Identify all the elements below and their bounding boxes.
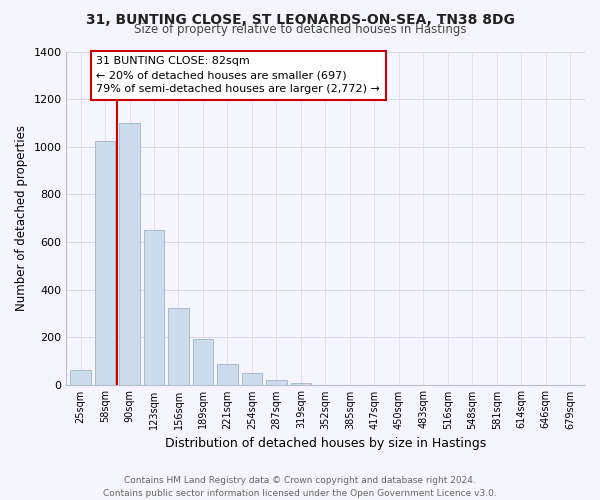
Bar	[290, 382, 311, 385]
X-axis label: Distribution of detached houses by size in Hastings: Distribution of detached houses by size …	[165, 437, 486, 450]
Text: 31, BUNTING CLOSE, ST LEONARDS-ON-SEA, TN38 8DG: 31, BUNTING CLOSE, ST LEONARDS-ON-SEA, T…	[86, 12, 514, 26]
Text: 31 BUNTING CLOSE: 82sqm
← 20% of detached houses are smaller (697)
79% of semi-d: 31 BUNTING CLOSE: 82sqm ← 20% of detache…	[97, 56, 380, 94]
Text: Size of property relative to detached houses in Hastings: Size of property relative to detached ho…	[134, 22, 466, 36]
Bar	[95, 141, 115, 385]
Y-axis label: Number of detached properties: Number of detached properties	[15, 126, 28, 312]
Bar	[168, 308, 189, 385]
Bar	[70, 370, 91, 385]
Bar	[242, 373, 262, 385]
Bar	[266, 380, 287, 385]
Bar	[143, 230, 164, 385]
Bar	[193, 338, 214, 385]
Text: Contains HM Land Registry data © Crown copyright and database right 2024.
Contai: Contains HM Land Registry data © Crown c…	[103, 476, 497, 498]
Bar	[119, 123, 140, 385]
Bar	[217, 364, 238, 385]
